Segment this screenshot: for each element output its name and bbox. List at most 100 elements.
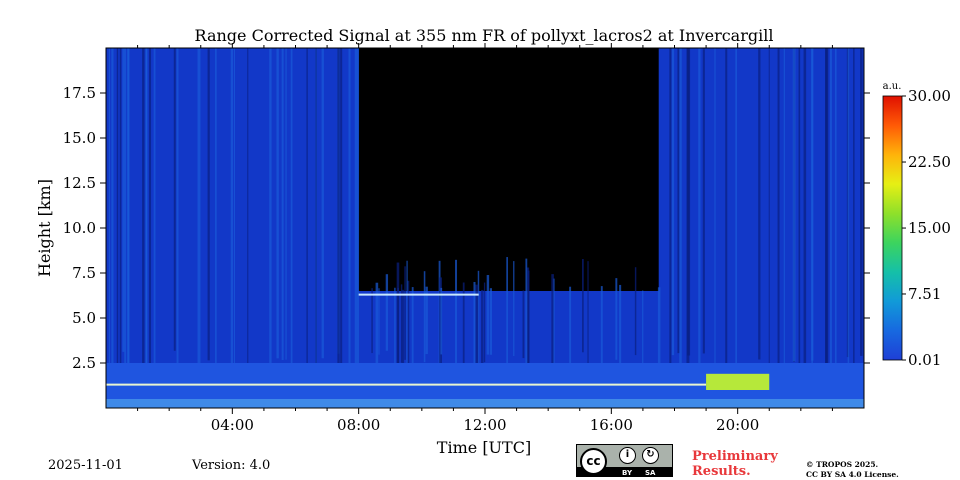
signal-streak: [340, 48, 343, 378]
signal-streak: [306, 48, 308, 386]
signal-streak: [619, 284, 622, 380]
signal-streak: [230, 48, 234, 387]
colorbar-tick-label: 15.00: [908, 219, 951, 237]
copyright-line-2: CC BY SA 4.0 License.: [806, 470, 899, 479]
signal-streak: [127, 48, 130, 368]
strong-return-region: [706, 373, 770, 390]
x-axis: 04:00 08:00 12:00 16:00 20:00: [106, 43, 864, 434]
signal-streak: [735, 48, 738, 380]
signal-streak: [149, 48, 152, 378]
signal-streak: [124, 48, 126, 375]
signal-streak: [483, 282, 486, 363]
signal-streak: [315, 48, 317, 366]
signal-streak: [247, 48, 249, 376]
low-signal-region: [358, 48, 659, 291]
signal-streak: [285, 48, 287, 360]
signal-streak: [173, 48, 176, 351]
signal-streak: [679, 48, 682, 371]
y-tick-label: 7.5: [72, 264, 96, 282]
signal-streak: [671, 48, 675, 356]
signal-streak: [513, 261, 515, 357]
version-label: Version: 4.0: [192, 458, 271, 473]
signal-streak: [122, 48, 125, 352]
copyright-notice: © TROPOS 2025. CC BY SA 4.0 License.: [806, 460, 899, 480]
signal-streak: [321, 48, 324, 359]
signal-streak: [401, 289, 405, 382]
sa-icon: ↻: [642, 447, 659, 464]
signal-streak: [215, 48, 217, 382]
preliminary-results-note: Preliminary Results.: [692, 449, 778, 479]
chart-title: Range Corrected Signal at 355 nm FR of p…: [195, 26, 774, 45]
y-axis: 2.5 5.0 7.5 10.0 12.5 15.0 17.5: [63, 84, 870, 372]
cc-license-badge[interactable]: cc i ↻ BY SA: [576, 444, 673, 477]
signal-streak: [525, 258, 528, 383]
signal-streak: [400, 284, 403, 363]
signal-streak: [686, 48, 690, 384]
signal-streak: [569, 286, 572, 378]
signal-streak: [396, 262, 400, 381]
copyright-line-1: © TROPOS 2025.: [806, 460, 879, 469]
signal-streak: [371, 288, 373, 354]
x-tick-label: 08:00: [337, 416, 380, 434]
signal-streak: [462, 282, 465, 365]
signal-streak: [811, 48, 813, 379]
y-tick-label: 15.0: [63, 129, 96, 147]
signal-streak: [142, 48, 145, 372]
colorbar-gradient: [882, 95, 903, 361]
signal-streak: [455, 259, 458, 383]
by-icon: i: [619, 447, 636, 464]
signal-streak: [803, 48, 807, 365]
signal-streak: [411, 287, 414, 370]
signal-streak: [440, 287, 443, 355]
x-tick-label: 04:00: [211, 416, 254, 434]
signal-streak: [489, 288, 493, 355]
x-tick-label: 12:00: [463, 416, 506, 434]
y-tick-label: 5.0: [72, 309, 96, 327]
signal-curtain: [108, 48, 863, 387]
signal-streak: [145, 48, 148, 370]
signal-streak: [798, 48, 801, 386]
signal-streak: [425, 286, 428, 355]
signal-streak: [406, 260, 408, 384]
date-label: 2025-11-01: [48, 458, 123, 473]
signal-streak: [522, 290, 525, 359]
signal-streak: [830, 48, 832, 375]
signal-streak: [600, 286, 603, 379]
signal-streak: [714, 48, 716, 372]
signal-streak: [792, 48, 796, 362]
surface-band: [106, 399, 864, 408]
cc-icon: cc: [580, 448, 607, 475]
signal-streak: [473, 281, 476, 372]
signal-streak: [758, 48, 761, 360]
signal-streak: [354, 48, 357, 383]
x-axis-label: Time [UTC]: [437, 438, 531, 457]
signal-streak: [506, 257, 508, 384]
signal-streak: [375, 282, 379, 376]
colorbar-tick-label: 22.50: [908, 153, 951, 171]
colorbar-tick-label: 7.51: [908, 285, 941, 303]
signal-streak: [356, 48, 359, 381]
signal-streak: [116, 48, 119, 386]
signal-streak: [394, 287, 396, 368]
signal-streak: [348, 48, 351, 386]
signal-streak: [642, 290, 644, 378]
signal-streak: [551, 274, 554, 382]
signal-streak: [481, 289, 484, 367]
signal-streak: [777, 48, 780, 372]
preliminary-line-1: Preliminary: [692, 449, 778, 464]
signal-streak: [553, 278, 555, 364]
signal-streak: [783, 48, 785, 366]
y-tick-label: 12.5: [63, 174, 96, 192]
signal-streak: [669, 48, 672, 368]
x-tick-label: 20:00: [716, 416, 759, 434]
signal-streak: [677, 48, 680, 354]
signal-streak: [197, 48, 201, 371]
signal-streak: [657, 287, 661, 371]
badge-strip: [577, 467, 672, 476]
by-label: BY: [622, 469, 633, 477]
signal-streak: [825, 48, 829, 376]
signal-streak: [768, 48, 770, 381]
signal-streak: [108, 48, 111, 365]
signal-streak: [385, 274, 389, 351]
